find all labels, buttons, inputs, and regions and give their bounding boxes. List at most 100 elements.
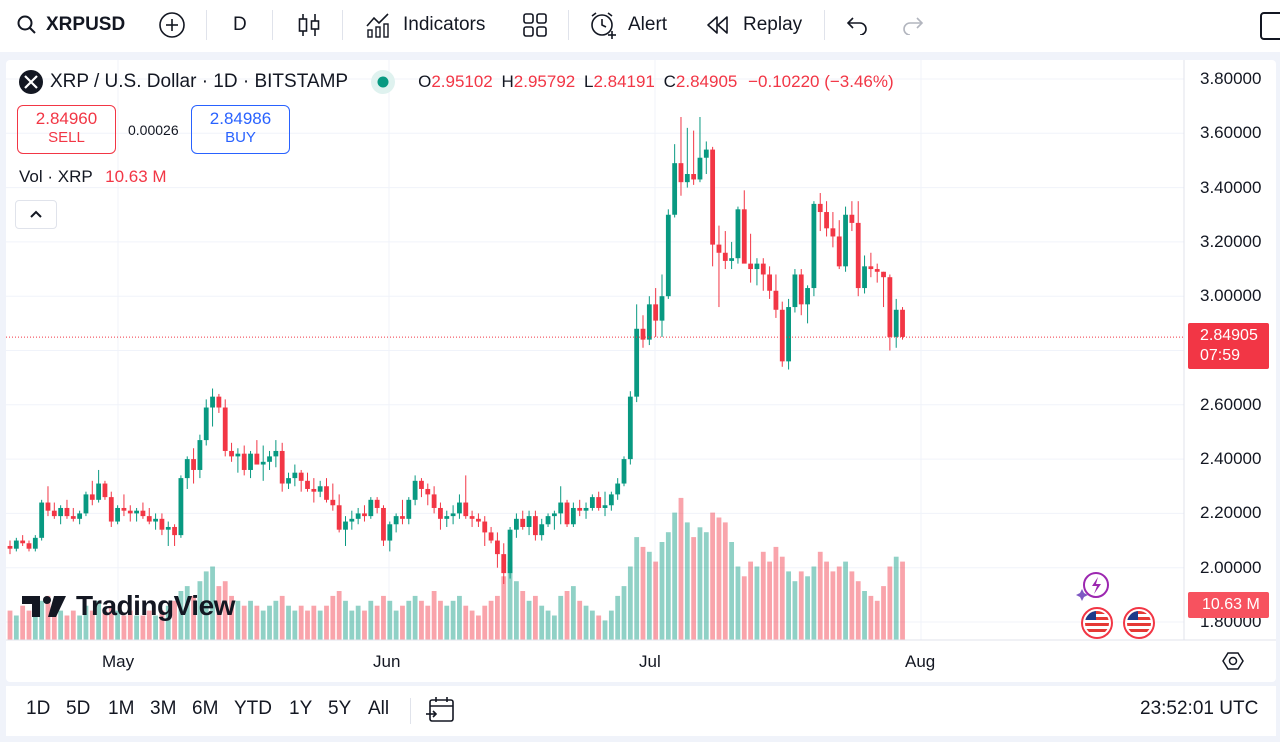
candle-body[interactable]	[368, 499, 374, 517]
candle-body[interactable]	[393, 516, 399, 525]
range-5d-button[interactable]: 5D	[66, 698, 91, 719]
candle-body[interactable]	[678, 163, 684, 183]
candle-body[interactable]	[773, 290, 779, 310]
candle-body[interactable]	[387, 524, 393, 541]
candle-body[interactable]	[577, 507, 583, 511]
candle-body[interactable]	[760, 263, 766, 275]
candle-body[interactable]	[653, 304, 659, 321]
candle-body[interactable]	[722, 252, 728, 261]
candle-body[interactable]	[792, 274, 798, 308]
candle-body[interactable]	[121, 507, 127, 511]
candle-body[interactable]	[349, 518, 355, 522]
candle-body[interactable]	[77, 513, 83, 519]
candle-body[interactable]	[58, 507, 64, 517]
candle-body[interactable]	[13, 540, 19, 549]
candle-body[interactable]	[646, 304, 652, 340]
candle-body[interactable]	[450, 513, 456, 517]
candle-body[interactable]	[134, 510, 139, 514]
candle-body[interactable]	[482, 521, 488, 533]
candle-body[interactable]	[419, 480, 424, 489]
candle-body[interactable]	[830, 228, 836, 237]
chart-type-button[interactable]	[296, 8, 322, 42]
candle-body[interactable]	[767, 274, 772, 291]
candle-body[interactable]	[754, 263, 760, 270]
candle-body[interactable]	[273, 450, 279, 457]
candle-body[interactable]	[659, 296, 665, 321]
candle-body[interactable]	[615, 483, 621, 495]
candle-body[interactable]	[210, 396, 215, 408]
go-to-date-button[interactable]	[426, 695, 456, 730]
candle-body[interactable]	[887, 277, 893, 337]
ai-event-icon[interactable]	[1076, 571, 1110, 606]
candle-body[interactable]	[476, 518, 481, 522]
candle-body[interactable]	[362, 513, 367, 517]
candle-body[interactable]	[843, 214, 848, 267]
sell-button[interactable]: 2.84960 SELL	[17, 105, 116, 154]
candle-body[interactable]	[596, 497, 602, 508]
candle-body[interactable]	[254, 453, 260, 465]
candle-body[interactable]	[716, 244, 722, 253]
candle-body[interactable]	[488, 532, 494, 541]
candle-body[interactable]	[203, 407, 209, 441]
candle-body[interactable]	[343, 521, 348, 530]
candle-body[interactable]	[235, 453, 241, 457]
candle-body[interactable]	[691, 174, 697, 180]
candle-body[interactable]	[539, 524, 545, 536]
candle-body[interactable]	[501, 554, 507, 574]
candle-body[interactable]	[96, 483, 102, 500]
candle-body[interactable]	[20, 540, 26, 544]
candle-body[interactable]	[817, 203, 823, 213]
candle-body[interactable]	[526, 516, 532, 527]
candle-body[interactable]	[400, 516, 405, 519]
collapse-legend-button[interactable]	[15, 200, 57, 229]
candle-body[interactable]	[862, 266, 867, 289]
candle-body[interactable]	[26, 543, 32, 549]
symbol-search-button[interactable]: XRPUSD	[16, 8, 125, 42]
candle-body[interactable]	[570, 507, 576, 525]
candle-body[interactable]	[748, 263, 754, 270]
candle-body[interactable]	[469, 516, 475, 519]
range-1m-button[interactable]: 1M	[108, 698, 135, 719]
us-economic-event-icon[interactable]	[1122, 606, 1156, 645]
candle-body[interactable]	[89, 494, 95, 500]
candle-body[interactable]	[241, 453, 247, 470]
compare-symbol-button[interactable]	[158, 8, 186, 42]
candle-body[interactable]	[222, 407, 228, 451]
candle-body[interactable]	[406, 499, 412, 519]
range-1d-button[interactable]: 1D	[26, 698, 51, 719]
candle-body[interactable]	[324, 486, 329, 500]
candle-body[interactable]	[551, 513, 557, 517]
candle-body[interactable]	[127, 510, 133, 514]
candle-body[interactable]	[248, 453, 253, 470]
candle-body[interactable]	[893, 309, 899, 337]
candle-body[interactable]	[589, 497, 595, 508]
candle-body[interactable]	[735, 209, 741, 259]
us-economic-event-icon[interactable]	[1080, 606, 1114, 645]
candle-body[interactable]	[741, 209, 747, 264]
range-5y-button[interactable]: 5Y	[328, 698, 352, 719]
price-chart[interactable]	[6, 60, 1276, 682]
alert-button[interactable]: Alert	[588, 8, 667, 42]
candle-body[interactable]	[292, 472, 298, 479]
layouts-button[interactable]	[522, 8, 548, 42]
candle-body[interactable]	[355, 513, 361, 519]
candle-body[interactable]	[608, 494, 614, 506]
fullscreen-button[interactable]	[1260, 12, 1280, 40]
candle-body[interactable]	[729, 258, 735, 261]
candle-body[interactable]	[146, 516, 152, 522]
candle-body[interactable]	[798, 274, 804, 305]
undo-button[interactable]	[846, 8, 870, 42]
candle-body[interactable]	[545, 516, 551, 525]
candle-body[interactable]	[697, 157, 703, 180]
candle-body[interactable]	[855, 222, 861, 289]
candle-body[interactable]	[564, 502, 570, 525]
buy-button[interactable]: 2.84986 BUY	[191, 105, 290, 154]
candle-body[interactable]	[32, 537, 38, 549]
candle-body[interactable]	[849, 214, 855, 223]
candle-body[interactable]	[260, 461, 266, 465]
candle-body[interactable]	[874, 269, 880, 272]
candle-body[interactable]	[381, 507, 386, 541]
candle-body[interactable]	[267, 456, 272, 462]
candle-body[interactable]	[317, 486, 323, 492]
candle-body[interactable]	[602, 505, 608, 508]
